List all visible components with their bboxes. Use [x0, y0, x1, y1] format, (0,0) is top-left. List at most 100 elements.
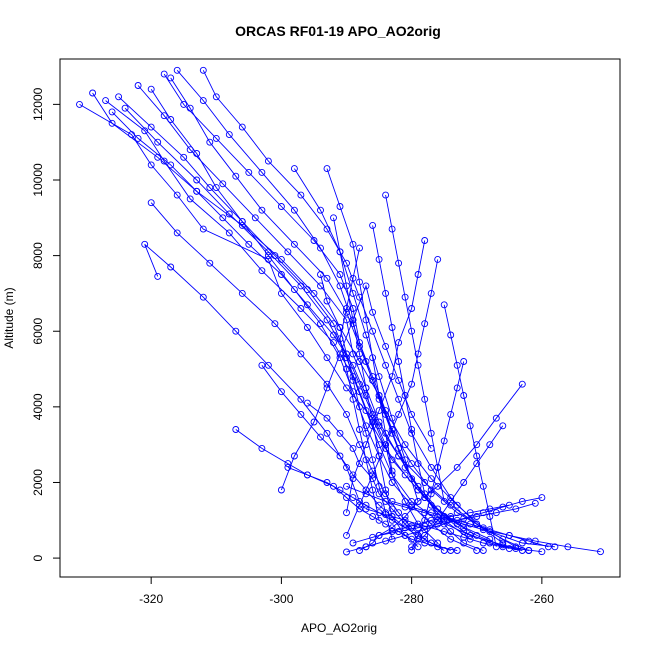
data-point: [369, 308, 377, 316]
data-point: [395, 395, 403, 403]
data-point: [343, 384, 350, 392]
y-tick-label: 12000: [31, 87, 45, 121]
data-point: [388, 471, 396, 479]
series-line: [280, 284, 432, 491]
data-point: [356, 501, 363, 509]
data-point: [382, 191, 390, 199]
series-line: [111, 111, 529, 551]
data-point: [375, 531, 383, 539]
data-point: [343, 410, 350, 418]
data-point: [297, 305, 305, 312]
data-point: [258, 361, 266, 369]
data-point: [362, 282, 370, 290]
series-line: [326, 168, 393, 472]
data-point: [421, 539, 429, 547]
data-point: [147, 199, 155, 207]
data-point: [212, 134, 220, 142]
x-axis-label: APO_AO2orig: [301, 621, 377, 635]
data-point: [343, 282, 350, 290]
data-point: [395, 376, 403, 384]
data-point: [290, 165, 298, 173]
data-point: [382, 429, 390, 437]
data-point: [349, 494, 357, 502]
data-point: [440, 528, 448, 536]
data-point: [414, 535, 422, 543]
data-point: [466, 531, 474, 539]
data-point: [473, 520, 481, 528]
data-point: [382, 509, 390, 517]
data-point: [336, 203, 344, 210]
data-point: [414, 350, 422, 358]
data-point: [258, 267, 266, 275]
data-point: [290, 452, 298, 460]
data-point: [349, 444, 357, 452]
data-point: [414, 460, 422, 468]
data-point: [356, 403, 363, 411]
data-point: [408, 547, 416, 554]
data-point: [414, 543, 422, 551]
data-point: [310, 289, 318, 297]
data-point: [369, 475, 377, 483]
data-point: [401, 520, 409, 528]
data-point: [369, 221, 377, 229]
x-tick-label: -300: [269, 592, 293, 606]
data-point: [382, 441, 390, 449]
data-point: [388, 479, 396, 486]
data-point: [466, 422, 474, 430]
data-point: [401, 392, 409, 399]
series-36: [303, 399, 422, 543]
data-point: [525, 547, 533, 554]
data-point: [388, 373, 396, 381]
data-point: [356, 278, 363, 286]
data-point: [427, 490, 435, 498]
data-point: [466, 535, 474, 543]
data-point: [330, 482, 337, 490]
data-point: [518, 547, 526, 554]
data-point: [330, 320, 337, 328]
data-point: [323, 429, 331, 437]
data-point: [323, 297, 331, 305]
data-point: [343, 350, 350, 358]
data-point: [421, 490, 429, 498]
series-8: [108, 108, 533, 554]
data-point: [362, 456, 370, 464]
data-point: [199, 66, 207, 74]
data-point: [486, 513, 494, 520]
data-point: [473, 460, 481, 468]
data-point: [518, 497, 526, 505]
data-point: [492, 543, 500, 551]
data-point: [388, 225, 396, 233]
data-point: [160, 112, 168, 120]
data-point: [447, 528, 455, 536]
data-point: [343, 305, 350, 312]
data-point: [336, 486, 344, 494]
data-point: [434, 463, 442, 471]
data-point: [369, 354, 377, 362]
series-21: [343, 237, 429, 517]
data-point: [401, 456, 409, 464]
plot-frame: [59, 58, 621, 578]
series-37: [284, 463, 409, 532]
data-point: [154, 138, 162, 146]
data-point: [238, 218, 246, 226]
data-point: [375, 441, 383, 449]
data-point: [284, 248, 292, 256]
data-point: [206, 138, 214, 146]
data-point: [564, 543, 572, 551]
series-line: [346, 240, 426, 513]
data-point: [369, 486, 377, 494]
data-point: [264, 157, 272, 165]
data-point: [401, 531, 409, 539]
series-24: [330, 214, 422, 551]
series-line: [391, 500, 549, 548]
data-point: [447, 513, 455, 520]
data-point: [434, 482, 442, 490]
data-point: [238, 289, 246, 297]
data-point: [531, 537, 539, 545]
data-point: [356, 426, 363, 433]
x-tick-label: -320: [139, 592, 163, 606]
y-tick-label: 10000: [31, 163, 45, 197]
data-point: [460, 533, 468, 541]
